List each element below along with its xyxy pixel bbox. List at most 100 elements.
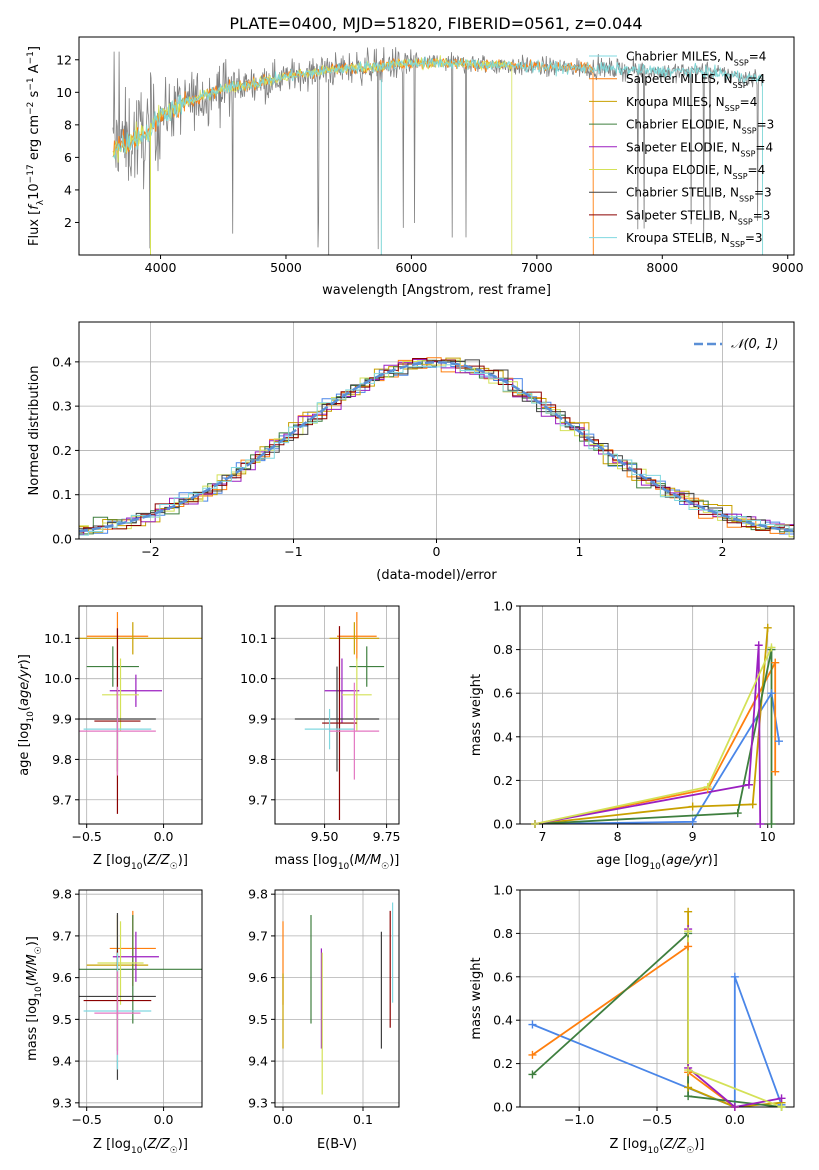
label-part: )] bbox=[389, 853, 399, 868]
plot-area bbox=[79, 910, 202, 1080]
y-tick-label: 0.2 bbox=[493, 1056, 513, 1071]
legend-value: =3 bbox=[753, 208, 771, 222]
label-part: 10 bbox=[34, 986, 44, 998]
label-part: )] bbox=[708, 853, 718, 868]
panel-3: 9.50 9.75 9.7 9.8 9.9 10.0 10.1 mass [log10(M/M… bbox=[240, 605, 401, 872]
label-part: )] bbox=[17, 654, 32, 664]
data-marker bbox=[777, 1094, 786, 1103]
legend-value: =3 bbox=[757, 118, 775, 132]
data-marker bbox=[730, 1103, 739, 1111]
legend-label: Kroupa ELODIE, NSSP=4 bbox=[626, 163, 765, 181]
y-tick-label: 10 bbox=[56, 85, 72, 100]
label-part: ( bbox=[25, 981, 40, 986]
axes-frame bbox=[274, 889, 400, 1108]
y-tick-label: 0.8 bbox=[493, 926, 513, 941]
x-tick-label: −0.5 bbox=[642, 1112, 672, 1127]
y-tick-label: 0.3 bbox=[52, 399, 72, 414]
x-tick-label: 9000 bbox=[772, 260, 804, 275]
label-part: 10 bbox=[338, 862, 350, 872]
x-tick-label: 0.0 bbox=[273, 1112, 293, 1127]
axes-frame bbox=[78, 605, 203, 825]
histogram-step-6 bbox=[79, 359, 794, 533]
axes-frame bbox=[78, 889, 203, 1108]
label-part: −1 bbox=[26, 77, 36, 90]
data-marker bbox=[744, 780, 753, 789]
y-tick-label: 1.0 bbox=[493, 599, 513, 614]
label-part: ☉ bbox=[686, 1146, 694, 1156]
legend-value: =4 bbox=[748, 72, 766, 86]
data-marker bbox=[767, 643, 776, 652]
x-tick-label: 0.0 bbox=[154, 1112, 174, 1127]
data-marker bbox=[528, 1070, 537, 1079]
legend-subscript: SSP bbox=[740, 149, 755, 158]
x-axis-label: age [log10(age/yr)] bbox=[596, 853, 718, 872]
label-part: )] bbox=[178, 1137, 188, 1152]
y-tick-label: 9.9 bbox=[248, 712, 268, 727]
data-marker bbox=[763, 623, 772, 632]
label-part: Z [log bbox=[93, 853, 131, 868]
x-axis-label: E(B-V) bbox=[317, 1137, 357, 1152]
plot-area bbox=[79, 357, 794, 538]
plot-area bbox=[531, 911, 783, 1107]
y-tick-label: 4 bbox=[64, 182, 72, 197]
x-axis-label: (data-model)/error bbox=[376, 568, 497, 583]
data-marker bbox=[684, 1083, 693, 1092]
data-marker bbox=[528, 1050, 537, 1059]
label-part: age/yr bbox=[666, 853, 709, 868]
label-part: ☉ bbox=[170, 862, 178, 872]
data-marker bbox=[774, 737, 783, 746]
y-tick-label: 9.8 bbox=[52, 887, 72, 902]
label-part: 10 bbox=[131, 1146, 143, 1156]
data-marker bbox=[684, 942, 693, 951]
legend-value: =4 bbox=[749, 50, 767, 64]
legend-label: Chabrier STELIB, NSSP=3 bbox=[626, 186, 772, 204]
plot-area bbox=[79, 612, 202, 814]
label-part: 10 bbox=[131, 862, 143, 872]
y-axis-label: mass weight bbox=[469, 957, 484, 1039]
x-tick-label: 7 bbox=[539, 829, 547, 844]
model-fit-line-2 bbox=[112, 56, 764, 255]
label-part: A bbox=[27, 64, 42, 77]
legend-subscript: SSP bbox=[739, 194, 754, 203]
data-marker bbox=[748, 800, 757, 809]
legend-subscript: SSP bbox=[742, 126, 757, 135]
y-tick-label: 9.8 bbox=[248, 887, 268, 902]
y-tick-label: 9.7 bbox=[248, 928, 268, 943]
legend-label: Salpeter ELODIE, NSSP=4 bbox=[626, 140, 773, 158]
legend-label: Chabrier ELODIE, NSSP=3 bbox=[626, 118, 774, 136]
y-tick-label: 0.2 bbox=[52, 443, 72, 458]
legend-label: Chabrier MILES, NSSP=4 bbox=[626, 50, 766, 68]
x-axis-label: Z [log10(Z/Z☉)] bbox=[93, 1137, 188, 1156]
normal-curve bbox=[79, 361, 794, 533]
label-part: ☉ bbox=[381, 862, 389, 872]
label-part: Z/Z bbox=[147, 1137, 171, 1152]
x-tick-label: 0.0 bbox=[725, 1112, 745, 1127]
y-tick-label: 9.5 bbox=[52, 1012, 72, 1027]
label-part: age/yr bbox=[17, 663, 32, 706]
label-part: age [log bbox=[596, 853, 649, 868]
x-tick-label: −1 bbox=[284, 544, 302, 559]
y-tick-label: 9.9 bbox=[52, 712, 72, 727]
label-part: mass [log bbox=[275, 853, 338, 868]
data-marker bbox=[771, 767, 780, 776]
y-tick-label: 8 bbox=[64, 117, 72, 132]
legend-text: Kroupa STELIB, N bbox=[626, 231, 730, 245]
label-part: f bbox=[27, 203, 42, 210]
x-axis-label: wavelength [Angstrom, rest frame] bbox=[322, 283, 551, 298]
x-tick-label: 4000 bbox=[145, 260, 177, 275]
legend-text: Kroupa ELODIE, N bbox=[626, 163, 733, 177]
label-part: Z [log bbox=[610, 1137, 648, 1152]
legend-value: =3 bbox=[754, 186, 772, 200]
y-tick-label: 6 bbox=[64, 150, 72, 165]
figure-title: PLATE=0400, MJD=51820, FIBERID=0561, z=0… bbox=[229, 14, 642, 33]
x-tick-label: −1.0 bbox=[564, 1112, 594, 1127]
x-tick-label: −2 bbox=[141, 544, 159, 559]
legend-text: Chabrier ELODIE, N bbox=[626, 118, 742, 132]
label-part: ] bbox=[27, 46, 42, 51]
label-part: Z/Z bbox=[663, 1137, 687, 1152]
label-part: −2 bbox=[26, 102, 36, 115]
label-part: 10 bbox=[649, 862, 661, 872]
data-marker bbox=[684, 927, 693, 936]
axes-frame bbox=[519, 605, 795, 825]
